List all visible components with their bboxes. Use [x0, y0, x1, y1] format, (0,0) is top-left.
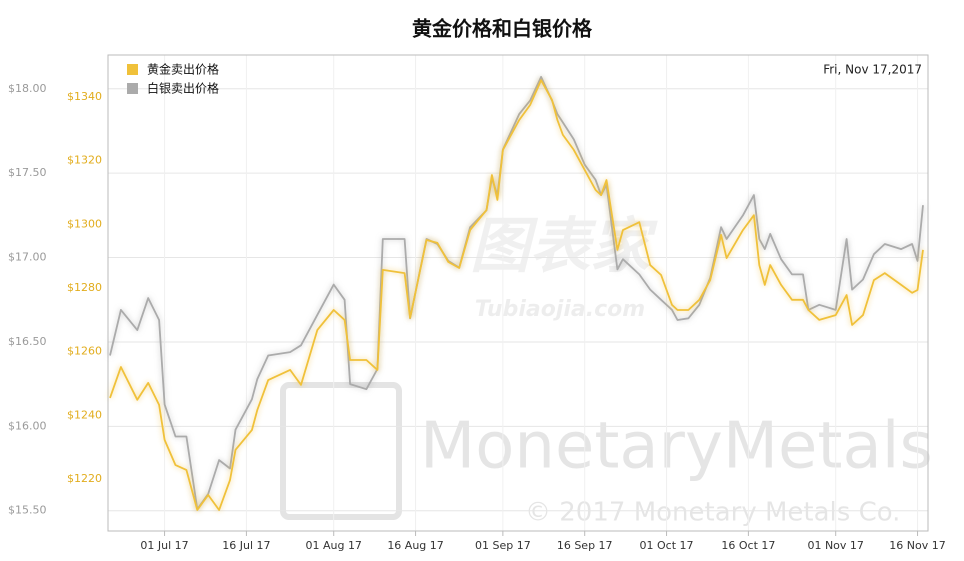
y-tick-label: $17.00 — [8, 251, 47, 264]
legend-swatch — [127, 83, 138, 94]
legend-label: 白银卖出价格 — [147, 81, 219, 96]
y-tick-label: $16.50 — [8, 335, 47, 348]
watermark: MonetaryMetals — [420, 410, 933, 484]
x-tick-label: 01 Nov 17 — [807, 539, 863, 552]
y2-tick-label: $1340 — [67, 90, 102, 103]
y-tick-label: $15.50 — [8, 504, 47, 517]
x-tick-label: 16 Sep 17 — [557, 539, 613, 552]
y2-tick-label: $1300 — [67, 217, 102, 230]
y2-tick-label: $1240 — [67, 408, 102, 421]
watermark: Tubiaojia.com — [475, 297, 645, 322]
x-tick-label: 16 Jul 17 — [222, 539, 270, 552]
y-tick-label: $18.00 — [8, 82, 47, 95]
watermark: © 2017 Monetary Metals Co. — [525, 498, 900, 528]
y2-tick-label: $1260 — [67, 345, 102, 358]
x-tick-label: 01 Oct 17 — [640, 539, 694, 552]
watermark-logo — [280, 382, 402, 520]
watermark: 图表家 — [470, 212, 658, 282]
series-line — [109, 79, 924, 511]
legend-label: 黄金卖出价格 — [147, 62, 219, 77]
date-label: Fri, Nov 17,2017 — [823, 63, 922, 77]
chart-title: 黄金价格和白银价格 — [412, 17, 593, 41]
x-tick-label: 16 Nov 17 — [889, 539, 945, 552]
x-tick-label: 01 Aug 17 — [305, 539, 361, 552]
x-tick-label: 16 Aug 17 — [387, 539, 443, 552]
y-tick-label: $16.00 — [8, 419, 47, 432]
y-tick-label: $17.50 — [8, 166, 47, 179]
y2-tick-label: $1280 — [67, 281, 102, 294]
legend-swatch — [127, 64, 138, 75]
x-tick-label: 01 Jul 17 — [140, 539, 188, 552]
x-tick-label: 01 Sep 17 — [475, 539, 531, 552]
plot-frame — [107, 54, 929, 532]
y2-tick-label: $1220 — [67, 472, 102, 485]
y2-tick-label: $1320 — [67, 154, 102, 167]
x-tick-label: 16 Oct 17 — [721, 539, 775, 552]
